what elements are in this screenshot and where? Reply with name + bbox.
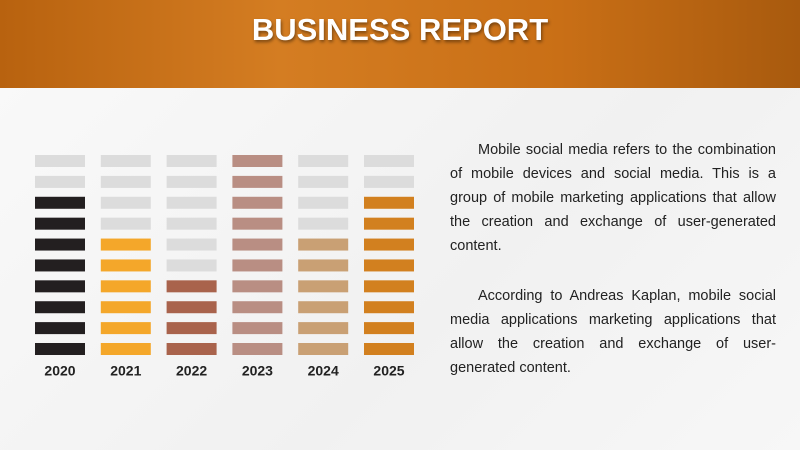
block-empty [166,217,217,230]
x-tick-label: 2020 [44,363,75,379]
block-filled [100,238,151,251]
block-empty [166,175,217,188]
block-filled [364,238,414,251]
x-tick-label: 2021 [110,363,141,379]
block-filled [298,301,349,314]
block-filled [232,238,283,251]
block-filled [166,343,217,355]
block-empty [100,175,151,188]
block-empty [166,196,217,209]
block-empty [100,155,151,167]
block-filled [298,259,349,272]
block-empty [35,175,85,188]
block-filled [166,280,217,293]
block-filled [100,280,151,293]
block-filled [166,322,217,335]
title: BUSINESS REPORT [251,12,549,47]
block-filled [35,322,85,335]
block-empty [100,196,151,209]
block-filled [35,301,85,314]
block-filled [298,343,349,355]
block-empty [100,217,151,230]
block-filled [35,217,85,230]
block-empty [298,155,349,167]
block-filled [232,280,283,293]
x-tick-label: 2025 [373,363,404,379]
block-filled [100,322,151,335]
paragraph: Mobile social media refers to the combin… [450,142,776,254]
block-filled [100,259,151,272]
block-empty [364,175,414,188]
block-filled [364,343,414,355]
block-filled [298,322,349,335]
x-tick-label: 2022 [176,363,207,379]
block-empty [298,175,349,188]
block-filled [364,280,414,293]
block-filled [364,217,414,230]
x-tick-label: 2024 [308,363,339,379]
block-filled [100,343,151,355]
block-filled [35,280,85,293]
chart: 2020 2021 2022 2023 2024 2025 [35,155,414,379]
block-filled [298,280,349,293]
block-empty [166,155,217,167]
block-filled [364,322,414,335]
block-filled [364,301,414,314]
header-band [0,0,800,88]
paragraph: According to Andreas Kaplan, mobile soci… [450,288,776,376]
x-tick-label: 2023 [242,363,273,379]
block-filled [232,175,283,188]
block-filled [166,301,217,314]
block-filled [35,343,85,355]
block-filled [232,322,283,335]
block-filled [364,196,414,209]
block-filled [232,196,283,209]
block-empty [298,217,349,230]
block-empty [364,155,414,167]
block-filled [232,301,283,314]
text-block: Mobile social media refers to the combin… [450,138,776,406]
block-filled [232,259,283,272]
block-filled [364,259,414,272]
block-filled [35,196,85,209]
block-filled [232,343,283,355]
block-filled [232,155,283,167]
block-filled [100,301,151,314]
block-filled [35,259,85,272]
block-filled [232,217,283,230]
block-empty [166,238,217,251]
block-empty [166,259,217,272]
block-filled [298,238,349,251]
block-empty [298,196,349,209]
block-filled [35,238,85,251]
block-empty [35,155,85,167]
